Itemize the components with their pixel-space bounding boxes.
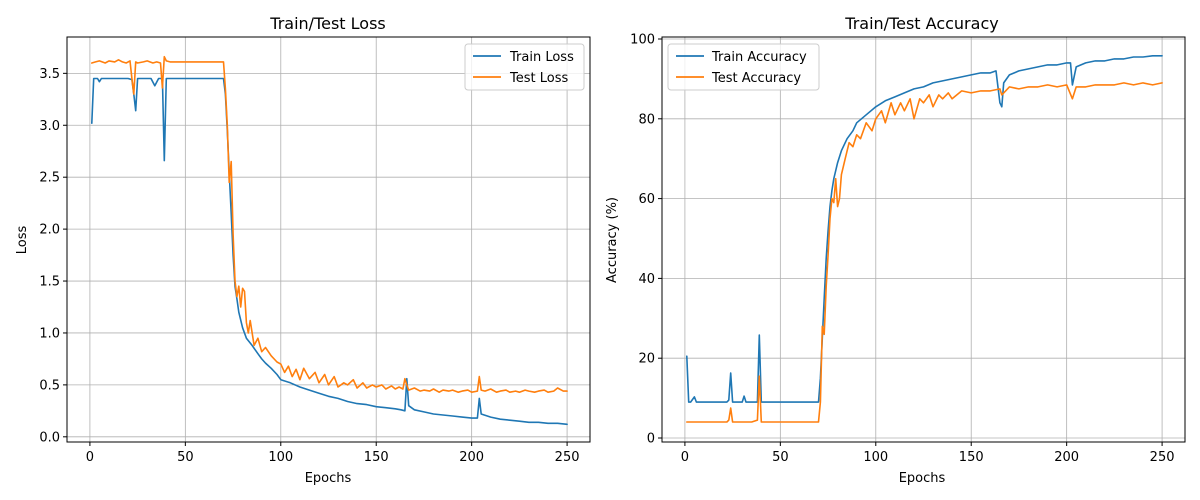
loss-y-tick-label: 2.5: [39, 171, 60, 186]
test-loss-line: [91, 55, 568, 394]
accuracy-chart: Train/Test Accuracy 0 50 100 150 200 250 0 20 4…: [605, 14, 1186, 486]
accuracy-y-tick-label: 100: [630, 32, 655, 47]
loss-x-tick-label: 150: [364, 450, 389, 465]
loss-x-label: Epochs: [305, 471, 352, 486]
accuracy-y-tick-label: 40: [638, 272, 655, 287]
loss-y-tick-label: 3.5: [39, 67, 60, 82]
loss-grid: [67, 37, 590, 442]
accuracy-x-tick-label: 100: [863, 450, 888, 465]
loss-chart-title: Train/Test Loss: [269, 14, 385, 33]
loss-chart: Train/Test Loss 0 50 100 150 200 250 0.0 0.5 1.…: [15, 14, 591, 486]
loss-series: [91, 55, 568, 426]
accuracy-legend-label-test: Test Accuracy: [711, 71, 801, 86]
accuracy-chart-title: Train/Test Accuracy: [844, 14, 998, 33]
loss-axes-frame: [66, 36, 591, 443]
accuracy-x-ticks: 0 50 100 150 200 250: [681, 442, 1175, 465]
test-accuracy-line: [685, 82, 1163, 423]
loss-y-tick-label: 1.0: [39, 326, 60, 341]
accuracy-y-tick-label: 60: [638, 192, 655, 207]
accuracy-x-tick-label: 0: [681, 450, 689, 465]
accuracy-y-tick-label: 20: [638, 352, 655, 367]
accuracy-series: [685, 54, 1163, 423]
loss-x-ticks: 0 50 100 150 200 250: [86, 442, 580, 465]
accuracy-legend: Train Accuracy Test Accuracy: [667, 43, 820, 91]
loss-y-tick-label: 1.5: [39, 275, 60, 290]
loss-legend-label-test: Test Loss: [509, 71, 568, 86]
loss-x-tick-label: 50: [177, 450, 194, 465]
accuracy-x-label: Epochs: [899, 471, 946, 486]
loss-x-tick-label: 100: [268, 450, 293, 465]
accuracy-y-tick-label: 80: [638, 112, 655, 127]
loss-x-tick-label: 250: [555, 450, 580, 465]
loss-y-tick-label: 2.0: [39, 223, 60, 238]
accuracy-grid: [662, 37, 1185, 442]
train-loss-line: [91, 77, 568, 426]
accuracy-x-tick-label: 200: [1054, 450, 1079, 465]
accuracy-axes-frame: [661, 36, 1186, 443]
loss-y-ticks: 0.0 0.5 1.0 1.5 2.0 2.5 3.0 3.5: [39, 67, 67, 445]
loss-y-tick-label: 0.5: [39, 378, 60, 393]
accuracy-y-tick-label: 0: [647, 432, 655, 447]
accuracy-x-tick-label: 50: [772, 450, 789, 465]
accuracy-y-ticks: 0 20 40 60 80 100: [630, 32, 662, 447]
loss-x-tick-label: 0: [86, 450, 94, 465]
loss-x-tick-label: 200: [459, 450, 484, 465]
loss-y-label: Loss: [15, 226, 30, 255]
loss-y-tick-label: 3.0: [39, 119, 60, 134]
accuracy-legend-label-train: Train Accuracy: [711, 50, 807, 65]
train-accuracy-line: [685, 54, 1163, 403]
accuracy-x-tick-label: 150: [959, 450, 984, 465]
loss-legend-label-train: Train Loss: [509, 50, 574, 65]
accuracy-y-label: Accuracy (%): [605, 197, 620, 283]
accuracy-legend-box: [667, 43, 820, 91]
accuracy-x-tick-label: 250: [1150, 450, 1175, 465]
loss-y-tick-label: 0.0: [39, 430, 60, 445]
loss-legend: Train Loss Test Loss: [464, 43, 585, 91]
